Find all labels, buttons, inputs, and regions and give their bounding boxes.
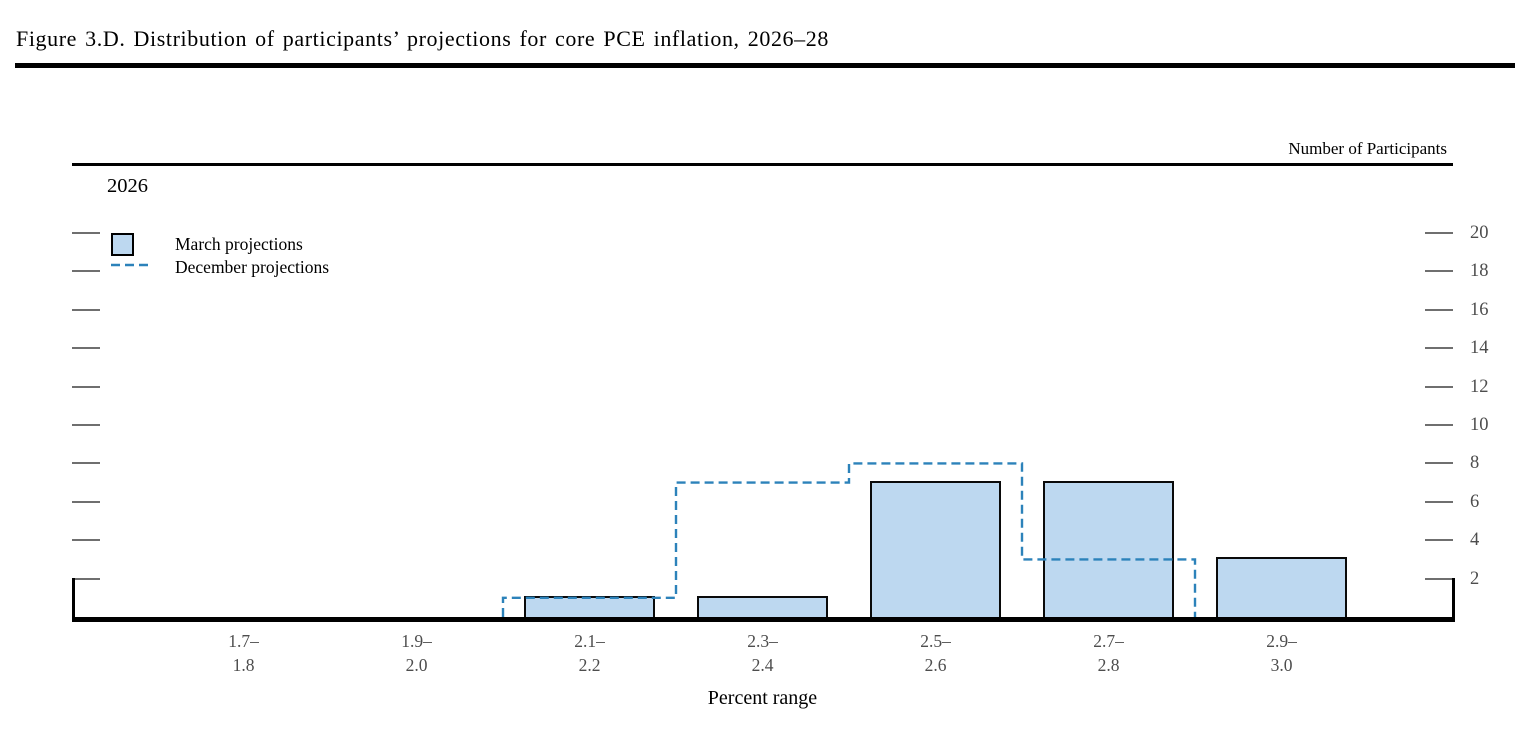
x-tick-label: 2.5– 2.6 xyxy=(920,631,951,675)
y-tick-label: 18 xyxy=(1470,261,1489,282)
axis-corner-right xyxy=(1452,578,1455,617)
y-tick-mark-left xyxy=(72,424,100,426)
y-tick-mark-right xyxy=(1425,347,1453,350)
y-tick-mark-right xyxy=(1425,462,1453,465)
y-tick-label: 6 xyxy=(1470,491,1480,512)
y-tick-label: 8 xyxy=(1470,453,1480,474)
y-axis-title: Number of Participants xyxy=(1288,139,1447,158)
y-tick-mark-right xyxy=(1425,577,1453,580)
x-tick-label: 2.1– 2.2 xyxy=(574,631,605,675)
y-tick-mark-left xyxy=(72,539,100,542)
y-tick-label: 14 xyxy=(1470,338,1489,359)
y-tick-mark-right xyxy=(1425,308,1453,311)
x-axis-title: Percent range xyxy=(707,687,818,709)
x-tick-label: 2.3– 2.4 xyxy=(747,631,778,675)
y-tick-label: 20 xyxy=(1470,223,1489,243)
y-tick-label: 10 xyxy=(1470,415,1489,435)
y-tick-mark-left xyxy=(72,232,100,234)
y-tick-mark-right xyxy=(1425,500,1453,503)
y-tick-mark-right xyxy=(1425,232,1453,234)
y-tick-mark-right xyxy=(1425,539,1453,542)
y-tick-mark-left xyxy=(72,577,100,580)
y-tick-mark-left xyxy=(72,347,100,350)
y-tick-mark-right xyxy=(1425,385,1453,388)
y-tick-mark-left xyxy=(72,462,100,465)
title-rule xyxy=(15,63,1515,68)
bar-2.9–3.0 xyxy=(1216,557,1347,620)
figure-title: Figure 3.D. Distribution of participants… xyxy=(16,26,829,51)
panel-year-label: 2026 xyxy=(107,175,148,197)
y-tick-mark-left xyxy=(72,308,100,311)
march-bar-swatch xyxy=(111,233,134,256)
y-tick-mark-right xyxy=(1425,270,1453,273)
december-dash-swatch xyxy=(111,263,153,267)
y-tick-label: 12 xyxy=(1470,376,1489,397)
y-tick-mark-left xyxy=(72,500,100,503)
legend-label-december: December projections xyxy=(175,257,330,277)
x-axis-line xyxy=(72,617,1455,622)
x-tick-label: 2.9– 3.0 xyxy=(1266,631,1297,675)
y-tick-mark-right xyxy=(1425,424,1453,426)
y-tick-label: 4 xyxy=(1470,530,1480,551)
bar-2.7–2.8 xyxy=(1043,480,1174,620)
legend-label-march: March projections xyxy=(175,234,303,254)
bar-2.5–2.6 xyxy=(870,480,1001,620)
axis-corner-left xyxy=(72,578,75,617)
x-tick-label: 1.7– 1.8 xyxy=(228,631,259,675)
y-tick-label: 16 xyxy=(1470,299,1489,320)
x-tick-label: 2.7– 2.8 xyxy=(1093,631,1124,675)
y-tick-label: 2 xyxy=(1470,568,1480,589)
y-tick-mark-left xyxy=(72,270,100,273)
y-tick-mark-left xyxy=(72,385,100,388)
x-tick-label: 1.9– 2.0 xyxy=(401,631,432,675)
chart-top-rule xyxy=(72,163,1453,166)
